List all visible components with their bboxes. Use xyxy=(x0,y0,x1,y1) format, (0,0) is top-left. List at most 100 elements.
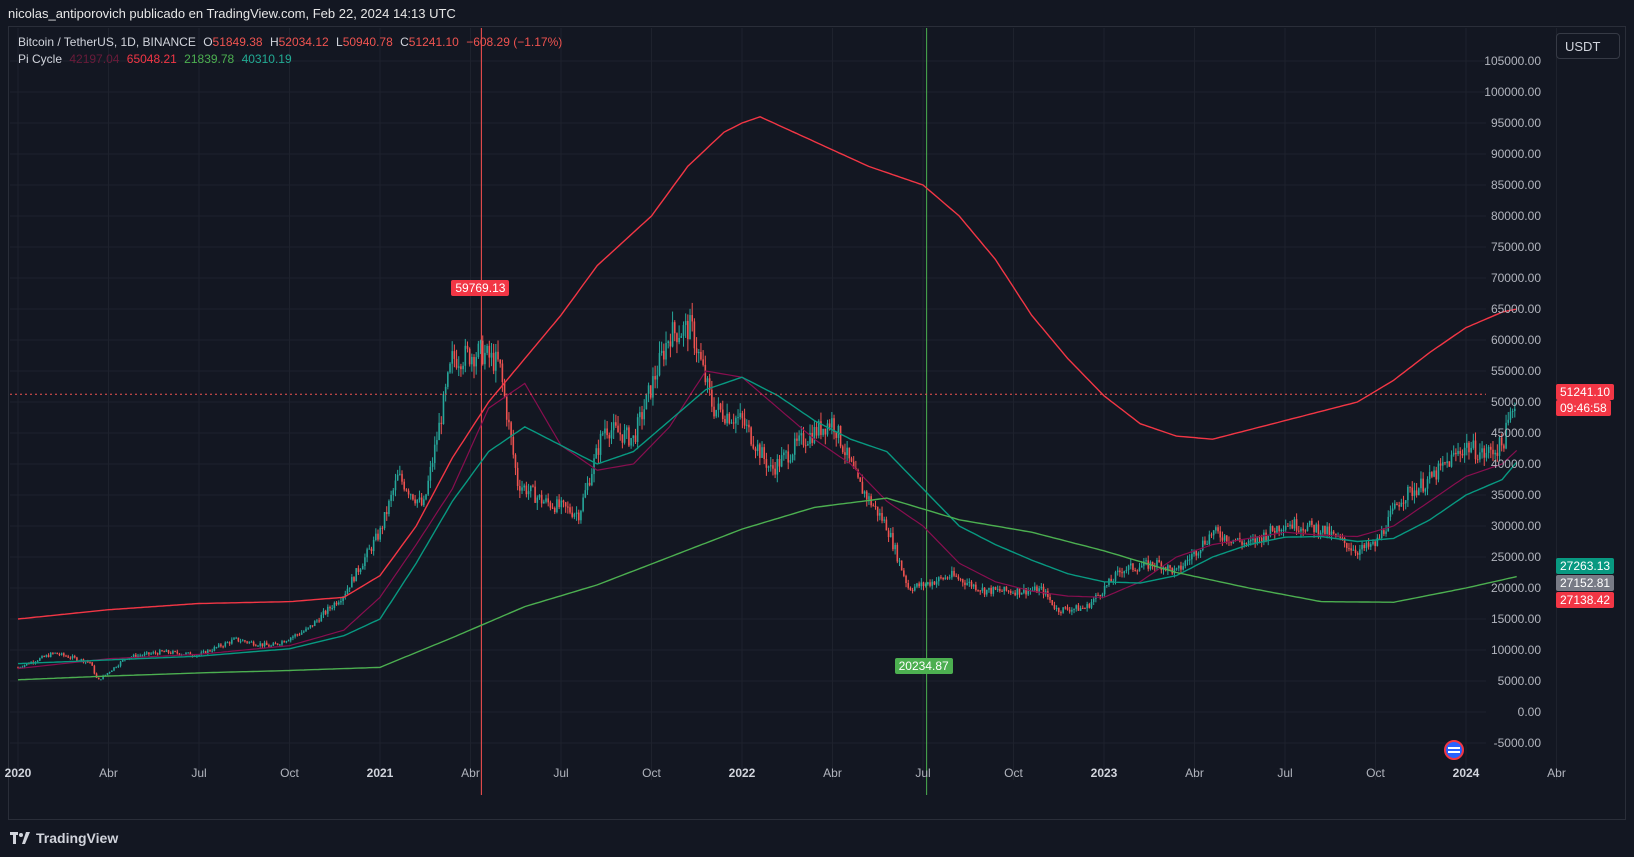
candle-body xyxy=(872,505,875,507)
candle-body xyxy=(329,606,331,609)
x-tick-label: Abr xyxy=(461,766,480,780)
candle-body xyxy=(1330,531,1333,536)
candle-body xyxy=(1225,535,1228,542)
candle-body xyxy=(807,443,809,446)
candle-body xyxy=(1485,453,1488,458)
candle-body xyxy=(1348,548,1350,550)
candle-body xyxy=(1086,604,1088,609)
candle-body xyxy=(172,651,174,654)
candle-body xyxy=(366,549,368,558)
candle-body xyxy=(571,512,574,517)
candle-body xyxy=(1326,526,1328,535)
low-label: L xyxy=(336,35,343,49)
candle-body xyxy=(1241,541,1243,545)
candle-body xyxy=(643,409,646,420)
candle-body xyxy=(1103,586,1106,595)
candle-body xyxy=(695,348,698,354)
candle-body xyxy=(1265,532,1267,541)
candle-body xyxy=(25,663,28,666)
candle-body xyxy=(54,652,56,654)
candle-body xyxy=(108,672,111,674)
candle-body xyxy=(159,650,161,655)
candle-body xyxy=(1324,525,1326,535)
candle-body xyxy=(468,348,471,365)
symbol-name: Bitcoin / TetherUS, 1D, BINANCE xyxy=(18,35,196,49)
candle-body xyxy=(1300,528,1302,532)
candle-body xyxy=(663,350,665,360)
candle-body xyxy=(680,335,683,338)
candle-body xyxy=(307,627,309,629)
candle-body xyxy=(204,651,207,654)
candle-body xyxy=(462,365,464,370)
candle-body xyxy=(239,641,242,643)
candle-body xyxy=(1367,542,1370,547)
candle-body xyxy=(364,557,366,567)
candle-body xyxy=(1143,561,1145,566)
candle-body xyxy=(255,645,257,647)
candle-body xyxy=(946,577,949,579)
candle-body xyxy=(551,507,554,509)
candle-body xyxy=(957,576,960,580)
candle-body xyxy=(1361,544,1363,550)
candle-body xyxy=(1199,549,1202,554)
candle-body xyxy=(1252,538,1254,541)
candle-body xyxy=(185,652,187,655)
candle-body xyxy=(41,656,43,659)
candle-body xyxy=(503,382,506,397)
candle-body xyxy=(294,634,296,637)
candle-body xyxy=(732,422,735,424)
candle-body xyxy=(606,428,608,436)
candle-body xyxy=(972,584,975,587)
candle-body xyxy=(968,581,971,583)
candle-body xyxy=(682,325,685,336)
candle-body xyxy=(772,465,774,469)
candle-body xyxy=(1060,612,1062,614)
candle-body xyxy=(69,657,72,659)
candle-body xyxy=(1291,524,1294,529)
candle-body xyxy=(1276,526,1278,533)
candle-body xyxy=(658,353,661,376)
candle-body xyxy=(318,620,320,622)
candle-body xyxy=(1437,463,1440,480)
candle-body xyxy=(621,434,624,443)
candle-body xyxy=(156,653,159,655)
candle-body xyxy=(268,645,270,647)
candle-body xyxy=(887,530,890,538)
candle-body xyxy=(1352,549,1355,551)
candle-body xyxy=(525,485,528,495)
candle-body xyxy=(859,477,862,482)
top-signal-label: 59769.13 xyxy=(451,280,510,296)
y-tick-label: 30000.00 xyxy=(1491,519,1541,533)
indicator-value-1: 42197.04 xyxy=(69,52,120,66)
candle-body xyxy=(346,588,349,594)
candle-body xyxy=(449,363,451,373)
candle-body xyxy=(1417,488,1420,496)
candle-body xyxy=(1145,560,1147,562)
currency-button[interactable]: USDT xyxy=(1556,33,1620,59)
candle-body xyxy=(451,351,454,364)
candle-body xyxy=(383,512,386,529)
candle-body xyxy=(335,602,338,605)
candle-body xyxy=(1317,524,1320,535)
flag-icon[interactable] xyxy=(1441,739,1467,761)
candle-body xyxy=(1428,472,1431,480)
candle-body xyxy=(741,413,744,419)
candle-body xyxy=(1507,419,1510,423)
candle-body xyxy=(547,498,550,503)
candle-body xyxy=(909,587,912,590)
candle-body xyxy=(1308,520,1311,526)
y-tick-label: 80000.00 xyxy=(1491,209,1541,223)
candle-body xyxy=(337,602,340,605)
candle-body xyxy=(608,435,611,439)
candle-body xyxy=(473,356,475,367)
tradingview-logo-icon xyxy=(10,832,30,844)
candle-body xyxy=(91,662,93,666)
tradingview-brand[interactable]: TradingView xyxy=(10,830,118,846)
candle-body xyxy=(167,650,170,653)
candle-body xyxy=(750,427,752,445)
candle-body xyxy=(165,650,168,652)
candle-body xyxy=(1014,592,1016,596)
candle-body xyxy=(737,417,739,419)
candle-body xyxy=(217,644,220,648)
